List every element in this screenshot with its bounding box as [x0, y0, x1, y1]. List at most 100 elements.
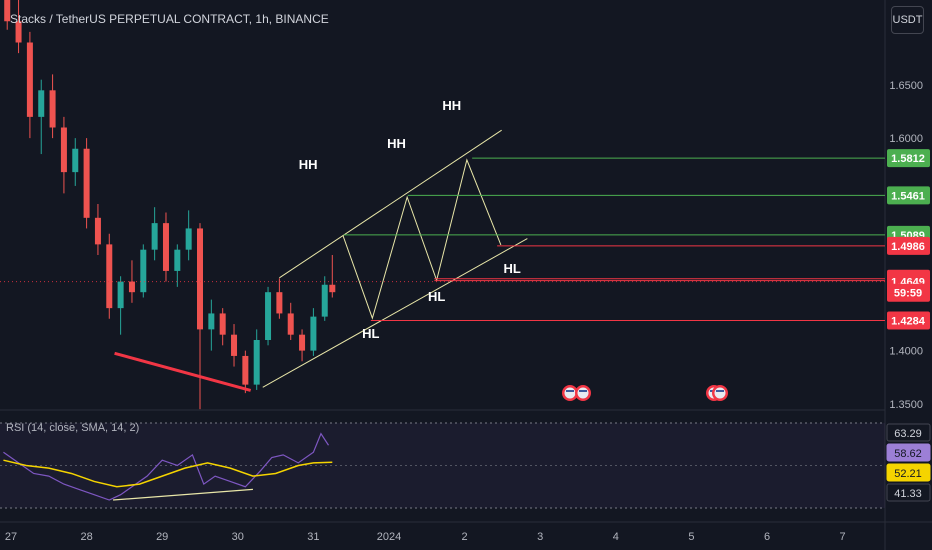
- rsi-divergence-line: [113, 488, 253, 501]
- time-tick: 31: [307, 531, 319, 543]
- candle: [174, 244, 181, 287]
- candle: [299, 329, 306, 362]
- candle-body: [72, 148, 79, 173]
- candle-body: [38, 90, 45, 117]
- candle: [128, 260, 135, 303]
- channel-upper-line: [279, 129, 502, 279]
- candle: [38, 79, 45, 155]
- candle-body: [299, 334, 306, 351]
- time-axis: 27 28 29 30 31 2024 2 3 4 5 6 7: [5, 531, 846, 543]
- candle-body: [242, 355, 249, 385]
- candle: [162, 212, 169, 282]
- candle: [219, 308, 226, 346]
- candle: [140, 244, 147, 298]
- rsi-axis: 63.29 58.62 52.21 41.33: [886, 423, 931, 502]
- currency-button[interactable]: USDT: [891, 6, 924, 34]
- time-tick: 2: [462, 531, 468, 543]
- candle-body: [117, 281, 124, 309]
- time-tick: 7: [840, 531, 846, 543]
- candle-body: [287, 313, 294, 335]
- pattern-label: HH: [299, 157, 318, 172]
- price-tick: 1.6000: [889, 133, 923, 145]
- price-label-text: 1.5812: [891, 153, 925, 165]
- candle: [26, 31, 33, 139]
- price-label-text: 59:59: [894, 288, 922, 300]
- candle: [94, 204, 101, 255]
- us-event-icon[interactable]: [562, 385, 591, 401]
- candle-body: [94, 217, 101, 245]
- price-tick: 1.6500: [889, 80, 923, 92]
- candle: [72, 138, 79, 186]
- candle-body: [26, 42, 33, 117]
- time-tick: 2024: [377, 531, 401, 543]
- candle: [60, 116, 67, 194]
- candle-body: [106, 244, 113, 309]
- candle: [310, 308, 317, 356]
- price-label-text: 1.4986: [891, 241, 925, 253]
- candle: [321, 276, 328, 321]
- time-tick: 28: [80, 531, 92, 543]
- pattern-annotations: HH HH HH HL HL HL: [299, 98, 521, 341]
- time-tick: 4: [613, 531, 619, 543]
- time-tick: 3: [537, 531, 543, 543]
- us-event-icon[interactable]: [706, 385, 728, 401]
- rsi-value-text: 58.62: [894, 448, 922, 460]
- rsi-value-box: [886, 443, 931, 462]
- candle: [83, 138, 90, 229]
- price-tick: 1.3500: [889, 399, 923, 411]
- candle-body: [151, 223, 158, 250]
- candle-body: [128, 281, 135, 293]
- candle: [329, 255, 336, 298]
- rsi-value-text: 52.21: [894, 468, 922, 480]
- candle-body: [162, 223, 169, 271]
- price-label-box: [887, 149, 930, 168]
- candle-body: [231, 334, 238, 356]
- candle-body: [310, 316, 317, 351]
- candle-body: [219, 313, 226, 335]
- candle-body: [208, 313, 215, 330]
- rsi-band: [0, 423, 885, 508]
- candle: [265, 286, 272, 346]
- price-tick: 1.4000: [889, 346, 923, 358]
- candle: [15, 0, 22, 54]
- pattern-label: HH: [442, 98, 461, 113]
- candle: [49, 74, 56, 139]
- price-axis: 1.6500 1.6000 1.4000 1.3500: [889, 80, 923, 411]
- candle-body: [185, 228, 192, 250]
- time-tick: 29: [156, 531, 168, 543]
- pattern-label: HH: [387, 136, 406, 151]
- candle: [208, 299, 215, 351]
- candle: [242, 350, 249, 394]
- candle: [185, 210, 192, 261]
- price-divergence-line: [114, 351, 252, 392]
- price-label-text: 1.5461: [891, 190, 925, 202]
- time-tick: 30: [232, 531, 244, 543]
- pattern-label: HL: [504, 261, 521, 276]
- candle: [253, 329, 260, 390]
- price-label-box: [887, 283, 930, 302]
- candle-body: [60, 127, 67, 173]
- candle: [276, 278, 283, 319]
- candle-body: [197, 228, 203, 330]
- horizontal-levels: 1.58121.54611.50891.49861.46761.464959:5…: [0, 149, 930, 330]
- candle-body: [253, 340, 260, 385]
- candle: [151, 207, 158, 261]
- rsi-value-text: 41.33: [894, 488, 922, 500]
- price-label-text: 1.4284: [891, 315, 926, 327]
- price-label-box: [887, 236, 930, 255]
- candle: [231, 324, 238, 367]
- candle: [106, 233, 113, 319]
- rsi-pane: [0, 422, 885, 509]
- chart-title: Stacks / TetherUS PERPETUAL CONTRACT, 1h…: [10, 12, 329, 26]
- pattern-label: HL: [428, 289, 445, 304]
- time-tick: 5: [688, 531, 694, 543]
- channel-lower-line: [262, 238, 528, 388]
- rsi-title: RSI (14, close, SMA, 14, 2): [6, 422, 140, 434]
- rsi-value-text: 63.29: [894, 428, 922, 440]
- candle-body: [265, 292, 272, 340]
- candle: [4, 0, 11, 30]
- economic-events: [562, 385, 728, 401]
- candle-body: [15, 21, 22, 43]
